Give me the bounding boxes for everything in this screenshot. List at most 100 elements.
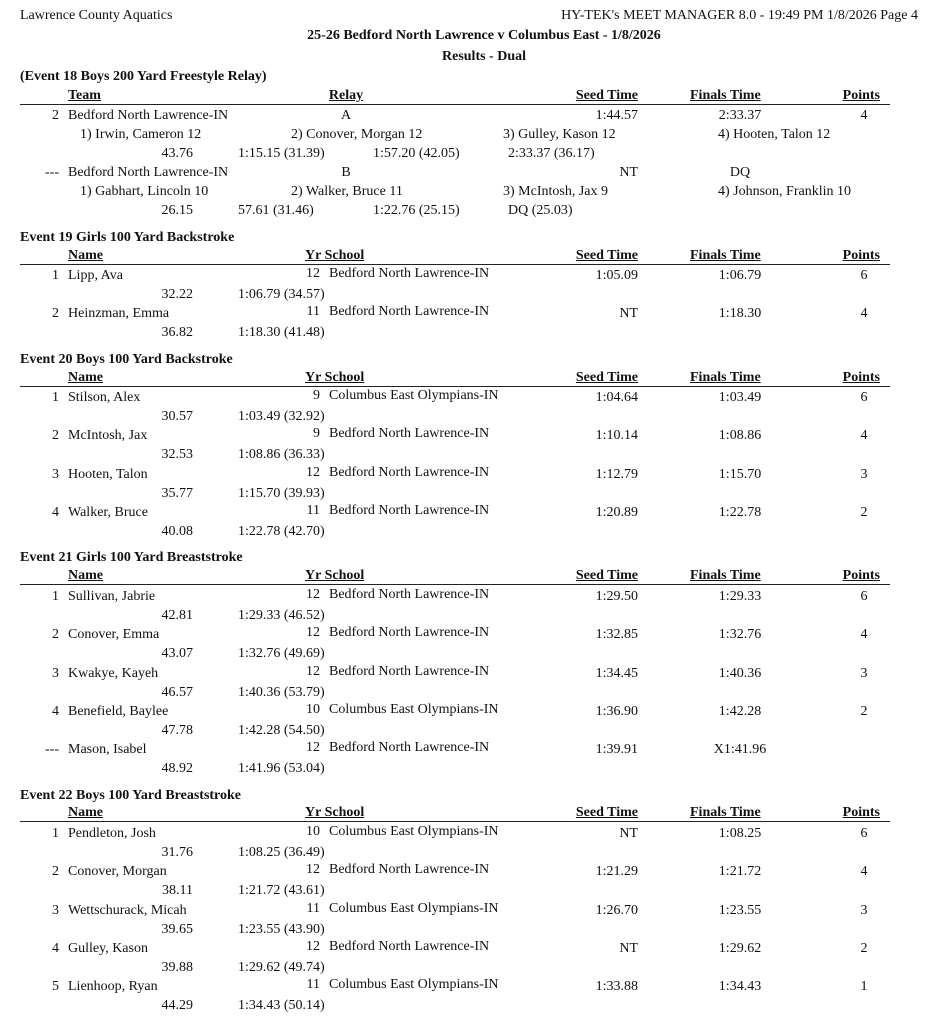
column-header: Seed Time bbox=[575, 568, 638, 583]
split: 1:41.96 (53.04) bbox=[238, 761, 325, 776]
split: 1:15.70 (39.93) bbox=[238, 486, 325, 501]
relay-swimmer: 4) Johnson, Franklin 10 bbox=[718, 184, 851, 199]
column-header: Finals Time bbox=[690, 568, 761, 583]
school: Bedford North Lawrence-IN bbox=[329, 862, 490, 877]
swimmer-name: Stilson, Alex bbox=[68, 390, 141, 405]
column-header: Yr School bbox=[305, 568, 365, 583]
column-header: Seed Time bbox=[575, 248, 638, 263]
finals-time: 1:22.78 bbox=[718, 505, 762, 520]
seed-time: 1:32.85 bbox=[595, 627, 638, 642]
split: 1:32.76 (49.69) bbox=[238, 646, 325, 661]
split: DQ (25.03) bbox=[508, 203, 573, 218]
split: 1:57.20 (42.05) bbox=[373, 146, 460, 161]
seed-time: NT bbox=[619, 165, 638, 180]
divider bbox=[20, 264, 890, 265]
school: Columbus East Olympians-IN bbox=[329, 977, 499, 992]
split: 1:15.15 (31.39) bbox=[238, 146, 325, 161]
points: 4 bbox=[860, 627, 868, 642]
split: 36.82 bbox=[161, 325, 194, 340]
place: 1 bbox=[52, 589, 59, 604]
school: Bedford North Lawrence-IN bbox=[329, 304, 490, 319]
event-title: Event 22 Boys 100 Yard Breaststroke bbox=[20, 788, 242, 803]
split: 32.22 bbox=[161, 287, 194, 302]
swimmer-name: Sullivan, Jabrie bbox=[68, 589, 156, 604]
school: Columbus East Olympians-IN bbox=[329, 388, 499, 403]
finals-time: DQ bbox=[729, 165, 751, 180]
place: --- bbox=[45, 165, 59, 180]
relay-swimmer: 4) Hooten, Talon 12 bbox=[718, 127, 831, 142]
column-header: Points bbox=[842, 805, 880, 820]
team-name: Bedford North Lawrence-IN bbox=[68, 108, 229, 123]
swimmer-name: Lipp, Ava bbox=[68, 268, 123, 283]
points: 2 bbox=[860, 704, 868, 719]
finals-time: X1:41.96 bbox=[713, 742, 767, 757]
year: 12 bbox=[306, 587, 320, 602]
year: 11 bbox=[306, 304, 320, 319]
column-header: Finals Time bbox=[690, 370, 761, 385]
school: Bedford North Lawrence-IN bbox=[329, 740, 490, 755]
points: 6 bbox=[860, 390, 868, 405]
meet-title: 25-26 Bedford North Lawrence v Columbus … bbox=[307, 28, 661, 43]
split: 46.57 bbox=[161, 685, 194, 700]
event-title: Event 20 Boys 100 Yard Backstroke bbox=[20, 352, 233, 367]
school: Bedford North Lawrence-IN bbox=[329, 664, 490, 679]
school: Bedford North Lawrence-IN bbox=[329, 465, 490, 480]
split: 31.76 bbox=[161, 845, 194, 860]
split: 1:40.36 (53.79) bbox=[238, 685, 325, 700]
seed-time: NT bbox=[619, 941, 638, 956]
year: 12 bbox=[306, 939, 320, 954]
split: 1:22.78 (42.70) bbox=[238, 524, 325, 539]
points: 1 bbox=[860, 979, 868, 994]
year: 11 bbox=[306, 503, 320, 518]
column-header: Name bbox=[68, 805, 103, 820]
column-header: Finals Time bbox=[690, 248, 761, 263]
school: Bedford North Lawrence-IN bbox=[329, 939, 490, 954]
place: --- bbox=[45, 742, 59, 757]
swimmer-name: Hooten, Talon bbox=[68, 467, 148, 482]
finals-time: 1:15.70 bbox=[718, 467, 762, 482]
swimmer-name: Pendleton, Josh bbox=[68, 826, 156, 841]
split: 1:29.62 (49.74) bbox=[238, 960, 325, 975]
year: 10 bbox=[306, 702, 320, 717]
swimmer-name: Benefield, Baylee bbox=[68, 704, 169, 719]
swimmer-name: Lienhoop, Ryan bbox=[68, 979, 158, 994]
split: 1:29.33 (46.52) bbox=[238, 608, 325, 623]
finals-time: 1:40.36 bbox=[718, 666, 762, 681]
points: 4 bbox=[860, 306, 868, 321]
relay-swimmer: 2) Conover, Morgan 12 bbox=[291, 127, 423, 142]
relay-swimmer: 1) Gabhart, Lincoln 10 bbox=[80, 184, 209, 199]
finals-time: 1:42.28 bbox=[718, 704, 762, 719]
place: 4 bbox=[52, 505, 59, 520]
column-header: Finals Time bbox=[690, 88, 761, 103]
year: 12 bbox=[306, 266, 320, 281]
column-header: Finals Time bbox=[690, 805, 761, 820]
column-header: Name bbox=[68, 248, 103, 263]
divider bbox=[20, 584, 890, 585]
split: 40.08 bbox=[161, 524, 194, 539]
swimmer-name: Heinzman, Emma bbox=[68, 306, 170, 321]
split: 42.81 bbox=[161, 608, 194, 623]
points: 3 bbox=[860, 666, 868, 681]
school: Bedford North Lawrence-IN bbox=[329, 266, 490, 281]
points: 2 bbox=[860, 505, 868, 520]
points: 4 bbox=[860, 108, 868, 123]
year: 11 bbox=[306, 901, 320, 916]
finals-time: 1:06.79 bbox=[718, 268, 762, 283]
divider bbox=[20, 104, 890, 105]
seed-time: 1:21.29 bbox=[595, 864, 638, 879]
split: 48.92 bbox=[161, 761, 194, 776]
school: Bedford North Lawrence-IN bbox=[329, 503, 490, 518]
points: 4 bbox=[860, 428, 868, 443]
finals-time: 1:03.49 bbox=[718, 390, 762, 405]
place: 4 bbox=[52, 704, 59, 719]
seed-time: 1:34.45 bbox=[595, 666, 638, 681]
relay-swimmer: 2) Walker, Bruce 11 bbox=[291, 184, 403, 199]
event-title: (Event 18 Boys 200 Yard Freestyle Relay) bbox=[20, 69, 267, 84]
event-title: Event 21 Girls 100 Yard Breaststroke bbox=[20, 550, 243, 565]
finals-time: 1:18.30 bbox=[718, 306, 762, 321]
finals-time: 1:23.55 bbox=[718, 903, 762, 918]
seed-time: 1:33.88 bbox=[595, 979, 638, 994]
points: 4 bbox=[860, 864, 868, 879]
split: 1:34.43 (50.14) bbox=[238, 998, 325, 1013]
